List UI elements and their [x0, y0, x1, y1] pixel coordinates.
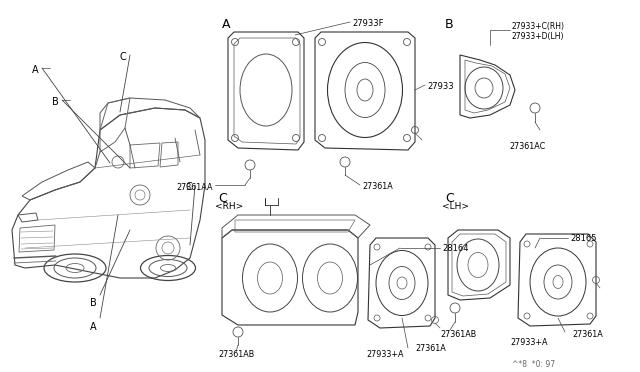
Text: 27933+C(RH): 27933+C(RH): [512, 22, 565, 31]
Text: 27361AA: 27361AA: [177, 183, 213, 192]
Text: C: C: [218, 192, 227, 205]
Text: A: A: [222, 18, 230, 31]
Text: 27361AB: 27361AB: [440, 330, 476, 339]
Text: 27361A: 27361A: [415, 344, 445, 353]
Text: 27361AB: 27361AB: [218, 350, 254, 359]
Text: ^*8  *0: 97: ^*8 *0: 97: [512, 360, 555, 369]
Text: B: B: [90, 298, 97, 308]
Text: B: B: [52, 97, 59, 107]
Text: 27361A: 27361A: [362, 182, 393, 191]
Text: C: C: [445, 192, 454, 205]
Text: 27933+D(LH): 27933+D(LH): [512, 32, 564, 41]
Text: C: C: [185, 182, 192, 192]
Text: A: A: [90, 322, 97, 332]
Text: 27361A: 27361A: [572, 330, 603, 339]
Text: 28165: 28165: [570, 234, 596, 243]
Text: <LH>: <LH>: [442, 202, 469, 211]
Text: C: C: [120, 52, 127, 62]
Text: 27361AC: 27361AC: [510, 142, 546, 151]
Text: 27933F: 27933F: [352, 19, 383, 28]
Text: A: A: [32, 65, 38, 75]
Text: 27933+A: 27933+A: [366, 350, 403, 359]
Text: 27933: 27933: [427, 82, 454, 91]
Text: 28164: 28164: [442, 244, 468, 253]
Text: 27933+A: 27933+A: [510, 338, 547, 347]
Text: <RH>: <RH>: [215, 202, 243, 211]
Text: B: B: [445, 18, 454, 31]
